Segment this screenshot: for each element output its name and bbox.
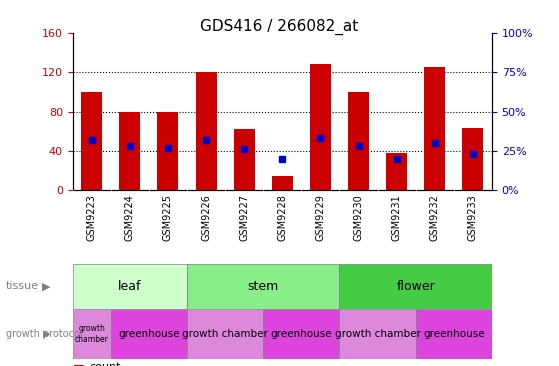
Bar: [187, 264, 339, 309]
Bar: [263, 309, 339, 359]
Text: GSM9231: GSM9231: [392, 194, 401, 241]
Text: tissue: tissue: [6, 281, 39, 291]
Bar: [234, 129, 255, 190]
Text: growth chamber: growth chamber: [182, 329, 268, 339]
Text: GSM9223: GSM9223: [87, 194, 97, 241]
Bar: [196, 72, 216, 190]
Bar: [339, 309, 416, 359]
Text: GSM9227: GSM9227: [239, 194, 249, 241]
Bar: [310, 64, 331, 190]
Text: GDS416 / 266082_at: GDS416 / 266082_at: [200, 18, 359, 34]
Text: greenhouse: greenhouse: [423, 329, 485, 339]
Bar: [111, 309, 187, 359]
Text: GSM9225: GSM9225: [163, 194, 173, 241]
Text: GSM9233: GSM9233: [468, 194, 478, 241]
Bar: [272, 176, 293, 190]
Text: ▶: ▶: [43, 329, 50, 339]
Bar: [462, 128, 484, 190]
Bar: [81, 92, 102, 190]
Bar: [73, 264, 187, 309]
Text: growth
chamber: growth chamber: [75, 324, 108, 344]
Bar: [187, 309, 263, 359]
Text: GSM9228: GSM9228: [277, 194, 287, 241]
Text: GSM9226: GSM9226: [201, 194, 211, 241]
Text: count: count: [89, 362, 121, 366]
Bar: [158, 112, 178, 190]
Text: flower: flower: [396, 280, 435, 293]
Bar: [339, 264, 492, 309]
Text: GSM9232: GSM9232: [430, 194, 440, 241]
Bar: [416, 309, 492, 359]
Text: growth chamber: growth chamber: [335, 329, 420, 339]
Bar: [120, 112, 140, 190]
Text: leaf: leaf: [118, 280, 141, 293]
Text: ■: ■: [73, 362, 84, 366]
Text: stem: stem: [248, 280, 279, 293]
Bar: [424, 67, 445, 190]
Text: GSM9230: GSM9230: [353, 194, 363, 241]
Text: ▶: ▶: [42, 281, 50, 291]
Bar: [348, 92, 369, 190]
Text: GSM9229: GSM9229: [315, 194, 325, 241]
Text: growth protocol: growth protocol: [6, 329, 82, 339]
Bar: [73, 309, 111, 359]
Text: GSM9224: GSM9224: [125, 194, 135, 241]
Text: greenhouse: greenhouse: [118, 329, 179, 339]
Bar: [386, 153, 407, 190]
Text: greenhouse: greenhouse: [271, 329, 332, 339]
